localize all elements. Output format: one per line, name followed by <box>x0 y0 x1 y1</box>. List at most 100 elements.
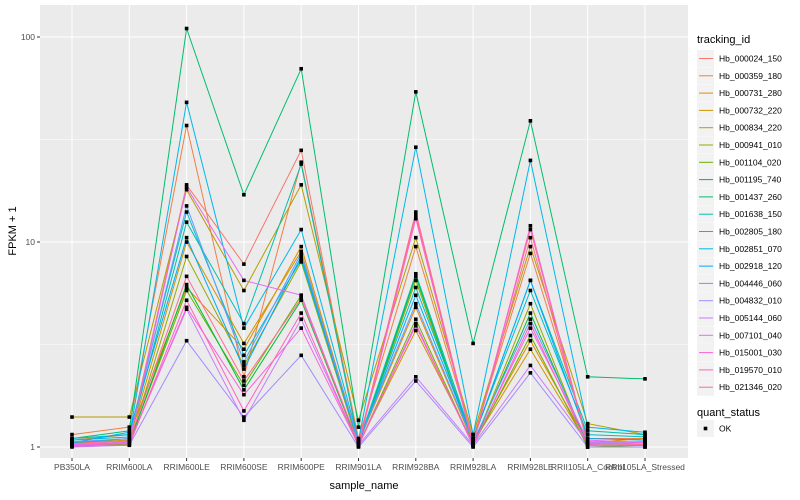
data-point-Hb_001104_020 <box>528 333 533 338</box>
data-point-Hb_019570_010 <box>299 311 303 315</box>
x-axis: PB350LA RRIM600LA RRIM600LE RRIM600SE RRIM60… <box>54 458 685 472</box>
data-point-Hb_001195_740 <box>242 388 246 392</box>
data-point-Hb_002805_180 <box>528 288 533 293</box>
x-tick-label: RRIM600PE <box>278 462 326 472</box>
data-point-Hb_001638_150 <box>585 428 590 433</box>
data-point-Hb_004832_010 <box>299 353 303 358</box>
data-point-Hb_021346_020 <box>299 296 303 301</box>
data-point-Hb_021346_020 <box>184 274 189 279</box>
legend-label: Hb_001638_150 <box>719 209 782 219</box>
data-point-Hb_001638_150 <box>242 321 246 326</box>
data-point-Hb_015001_030 <box>242 392 246 397</box>
legend-label: Hb_021346_020 <box>719 382 782 392</box>
data-point-Hb_004832_010 <box>184 338 189 343</box>
data-point-Hb_000732_220 <box>299 249 303 254</box>
data-point-Hb_001437_260 <box>356 425 361 429</box>
data-point-Hb_000359_180 <box>242 375 246 379</box>
data-point-Hb_002851_070 <box>585 425 590 429</box>
data-point-Hb_000359_180 <box>70 432 74 437</box>
data-points <box>70 26 647 449</box>
x-tick-label: RRIM600SE <box>220 462 268 472</box>
data-point-Hb_021346_020 <box>414 210 418 214</box>
data-point-Hb_021346_020 <box>643 442 647 447</box>
legend-label: Hb_004446_060 <box>719 278 782 288</box>
data-point-Hb_001437_260 <box>471 341 475 346</box>
legend-label: Hb_004832_010 <box>719 296 782 306</box>
data-point-Hb_015001_030 <box>528 223 533 228</box>
data-point-Hb_000834_220 <box>242 288 246 293</box>
data-point-Hb_002805_180 <box>299 257 303 262</box>
legend-label: Hb_000731_280 <box>719 88 782 98</box>
data-point-Hb_001195_740 <box>414 274 418 279</box>
data-point-Hb_004446_060 <box>242 360 246 364</box>
data-point-Hb_002805_180 <box>127 432 132 437</box>
y-tick-label: 100 <box>21 32 35 42</box>
data-point-Hb_000834_220 <box>70 415 74 419</box>
data-point-Hb_001437_260 <box>528 119 533 123</box>
data-point-Hb_000732_220 <box>414 328 418 333</box>
legend-items: Hb_000024_150 Hb_000359_180 Hb_000731_280 H… <box>697 50 782 396</box>
data-point-Hb_000834_220 <box>127 415 132 419</box>
legend-label: Hb_000941_010 <box>719 140 782 150</box>
data-point-Hb_000359_180 <box>127 425 132 429</box>
y-axis-title: FPKM + 1 <box>7 206 19 255</box>
data-point-Hb_005144_060 <box>414 375 418 379</box>
data-point-Hb_004446_060 <box>127 436 132 441</box>
data-point-Hb_000731_280 <box>242 347 246 351</box>
data-point-Hb_007101_040 <box>242 278 246 283</box>
data-point-Hb_002851_070 <box>299 227 303 232</box>
data-point-Hb_002805_180 <box>585 432 590 437</box>
shape-legend-title: quant_status <box>697 407 760 419</box>
data-point-Hb_001437_260 <box>299 66 303 71</box>
x-tick-label: RRIM928LA <box>450 462 497 472</box>
data-point-Hb_000359_180 <box>184 123 189 128</box>
square-point-icon <box>703 426 708 431</box>
data-point-Hb_001437_260 <box>643 377 647 381</box>
data-point-Hb_002918_120 <box>414 293 418 298</box>
data-point-Hb_000024_150 <box>414 213 418 218</box>
data-point-Hb_001638_150 <box>184 220 189 224</box>
data-point-Hb_004446_060 <box>528 317 533 322</box>
legend-label: Hb_002918_120 <box>719 261 782 271</box>
x-axis-title: sample_name <box>329 480 398 492</box>
data-point-Hb_007101_040 <box>585 438 590 442</box>
data-point-Hb_000834_220 <box>356 418 361 423</box>
data-point-Hb_002918_120 <box>127 430 132 435</box>
legend-label: Hb_001437_260 <box>719 192 782 202</box>
y-tick-label: 1 <box>30 442 35 452</box>
data-point-Hb_002805_180 <box>242 353 246 358</box>
legend-title: tracking_id <box>697 34 750 46</box>
data-point-Hb_019570_010 <box>356 444 361 448</box>
data-point-Hb_004446_060 <box>184 204 189 208</box>
data-point-Hb_000731_280 <box>184 285 189 290</box>
x-tick-label: RRIM928BA <box>392 462 440 472</box>
data-point-Hb_004832_010 <box>414 379 418 383</box>
data-point-Hb_019570_010 <box>184 298 189 303</box>
data-point-Hb_005144_060 <box>299 317 303 322</box>
legend-label: Hb_001104_020 <box>719 157 782 167</box>
data-point-Hb_019570_010 <box>70 444 74 448</box>
data-point-Hb_004446_060 <box>299 251 303 256</box>
data-point-Hb_021346_020 <box>356 441 361 446</box>
data-point-Hb_001638_150 <box>414 271 418 276</box>
data-point-Hb_019570_010 <box>471 444 475 448</box>
data-point-Hb_001638_150 <box>643 432 647 437</box>
data-point-Hb_000834_220 <box>528 244 533 249</box>
data-point-Hb_007101_040 <box>299 293 303 298</box>
data-point-Hb_002805_180 <box>643 435 647 439</box>
data-point-Hb_000732_220 <box>184 240 189 244</box>
data-point-Hb_002851_070 <box>471 432 475 437</box>
data-point-Hb_002851_070 <box>643 430 647 435</box>
data-point-Hb_002851_070 <box>184 100 189 105</box>
data-point-Hb_001437_260 <box>414 90 418 94</box>
legend-label: Hb_000834_220 <box>719 123 782 133</box>
data-point-Hb_007101_040 <box>528 326 533 330</box>
data-point-Hb_000941_010 <box>242 363 246 368</box>
data-point-Hb_001638_150 <box>299 162 303 166</box>
data-point-Hb_019570_010 <box>127 443 132 448</box>
data-point-Hb_004832_010 <box>528 371 533 375</box>
x-tick-label: RRII105LA_Stressed <box>605 462 685 472</box>
data-point-Hb_002805_180 <box>414 285 418 290</box>
legend-label: Hb_002851_070 <box>719 244 782 254</box>
